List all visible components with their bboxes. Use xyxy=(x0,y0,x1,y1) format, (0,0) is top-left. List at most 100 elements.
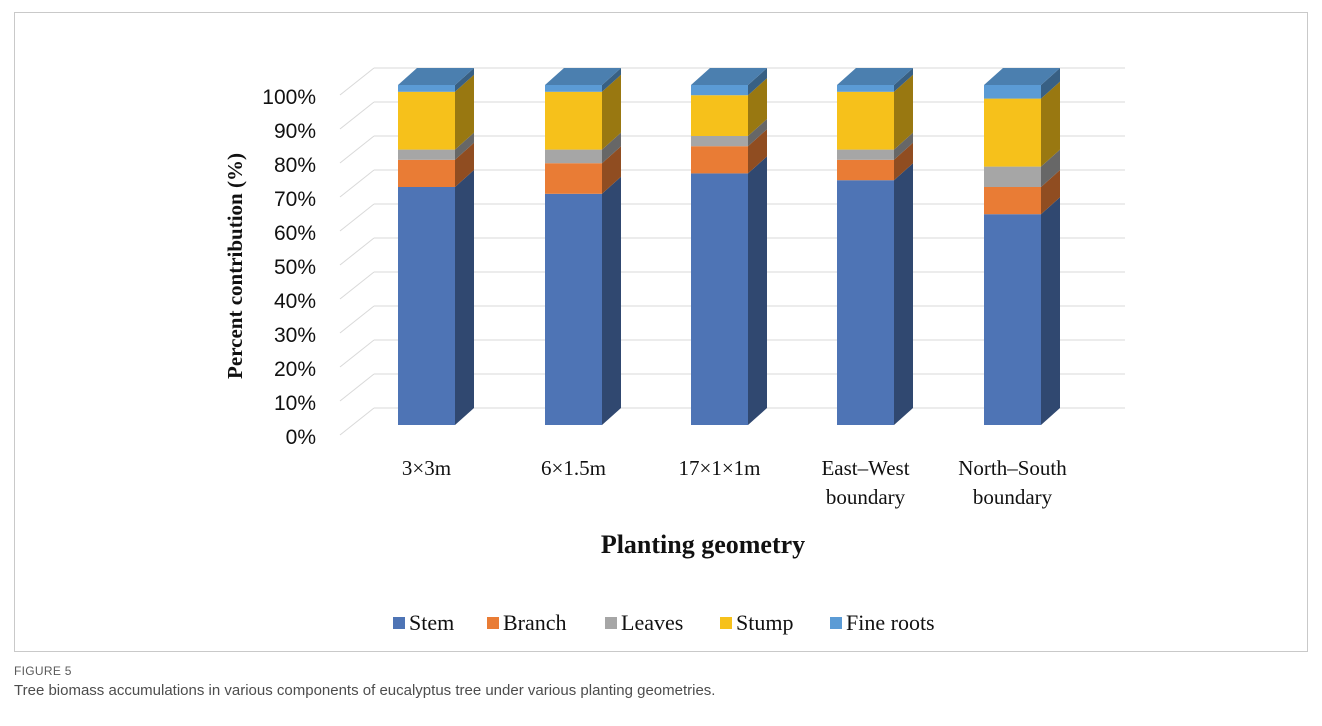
legend-label: Stem xyxy=(409,610,454,635)
y-tick-labels: 0% 10% 20% 30% 40% 50% 60% 70% 80% 90% 100% xyxy=(262,86,316,449)
figure-label: FIGURE 5 xyxy=(14,664,72,678)
y-tick-label: 20% xyxy=(274,358,316,381)
bar-segment-side xyxy=(455,74,474,150)
bar-segment xyxy=(984,166,1041,187)
bar-segment xyxy=(691,173,748,425)
y-tick-label: 10% xyxy=(274,392,316,415)
x-axis-title: Planting geometry xyxy=(601,530,805,559)
legend-swatch xyxy=(605,617,617,629)
bar-segment xyxy=(837,159,894,181)
x-tick-label: 6×1.5m xyxy=(541,456,606,480)
bar-segment-side xyxy=(455,170,474,425)
bar-segment-side xyxy=(602,74,621,150)
bar-segment xyxy=(545,163,602,194)
bar-segment xyxy=(691,146,748,174)
bar-segment-side xyxy=(455,68,474,92)
y-tick-label: 40% xyxy=(274,290,316,313)
bar-segment xyxy=(837,91,894,150)
bar-stack xyxy=(398,68,474,425)
bar-stack xyxy=(984,68,1060,425)
gridline-depth xyxy=(339,271,375,300)
gridline-depth xyxy=(339,67,375,96)
legend-item: Stump xyxy=(720,610,793,635)
gridline-depth xyxy=(339,135,375,164)
x-tick-label: 17×1×1m xyxy=(678,456,760,480)
y-tick-label: 80% xyxy=(274,154,316,177)
bar-segment-side xyxy=(1041,68,1060,99)
bar-stack xyxy=(691,68,767,425)
y-tick-label: 60% xyxy=(274,222,316,245)
gridline-depth xyxy=(339,169,375,198)
legend-swatch xyxy=(487,617,499,629)
bar-segment-side xyxy=(1041,149,1060,187)
stacked-bar-chart: 0% 10% 20% 30% 40% 50% 60% 70% 80% 90% 100% 3×3m 6×… xyxy=(223,67,1125,635)
bar-segment xyxy=(691,136,748,147)
x-tick-labels: 3×3m 6×1.5m 17×1×1m East–West boundary North–… xyxy=(402,456,1067,509)
y-tick-label: 30% xyxy=(274,324,316,347)
x-tick-label: 3×3m xyxy=(402,456,451,480)
bar-segment xyxy=(837,85,894,92)
bar-segment xyxy=(545,149,602,164)
bar-segment-side xyxy=(602,68,621,92)
bar-segment xyxy=(545,193,602,425)
bar-segment xyxy=(837,149,894,160)
bar-segment xyxy=(984,187,1041,215)
bar-segment-side xyxy=(602,176,621,425)
bar-segment-side xyxy=(602,146,621,194)
bar-top xyxy=(691,68,767,85)
y-tick-label: 50% xyxy=(274,256,316,279)
bar-segment-side xyxy=(748,156,767,425)
x-tick-label: North–South boundary xyxy=(958,456,1067,509)
bar-segment xyxy=(691,85,748,96)
bar-segment xyxy=(691,95,748,136)
gridline-depth xyxy=(339,101,375,130)
y-tick-label: 100% xyxy=(262,86,316,109)
legend-label: Leaves xyxy=(621,610,683,635)
bar-segment-side xyxy=(1041,197,1060,425)
bar-top xyxy=(837,68,913,85)
bar-segment xyxy=(398,187,455,425)
bar-segment-side xyxy=(894,68,913,92)
legend-label: Fine roots xyxy=(846,610,935,635)
bar-segment-side xyxy=(748,78,767,136)
bar-segment-side xyxy=(602,132,621,164)
bar-segment-side xyxy=(455,142,474,187)
figure-frame xyxy=(14,12,1308,652)
legend-label: Branch xyxy=(503,610,567,635)
gridline-depth xyxy=(339,339,375,368)
figure-caption: Tree biomass accumulations in various co… xyxy=(14,682,716,699)
bar-segment-side xyxy=(748,129,767,174)
bar-segment xyxy=(837,180,894,425)
bar-segment xyxy=(398,85,455,92)
bar-segment xyxy=(984,98,1041,167)
y-axis-title: Percent contribution (%) xyxy=(223,153,247,379)
bar-segment xyxy=(398,149,455,160)
bar-segment-side xyxy=(1041,170,1060,215)
bar-layer xyxy=(398,68,1060,425)
bar-segment xyxy=(984,85,1041,99)
gridline-depth xyxy=(339,407,375,436)
y-tick-label: 70% xyxy=(274,188,316,211)
bar-segment xyxy=(398,91,455,150)
legend-item: Branch xyxy=(487,610,567,635)
bar-segment xyxy=(545,85,602,92)
bar-stack xyxy=(837,68,913,425)
bar-segment-side xyxy=(1041,81,1060,167)
bar-segment-side xyxy=(894,132,913,160)
gridline-depth xyxy=(339,373,375,402)
legend: Stem Branch Leaves Stump Fine roots xyxy=(393,610,935,635)
legend-label: Stump xyxy=(736,610,793,635)
legend-swatch xyxy=(830,617,842,629)
gridline-depth xyxy=(339,237,375,266)
bar-segment xyxy=(398,159,455,187)
bar-segment-side xyxy=(894,142,913,181)
legend-item: Fine roots xyxy=(830,610,935,635)
bar-top xyxy=(545,68,621,85)
gridline-depth xyxy=(339,203,375,232)
bar-segment xyxy=(984,214,1041,425)
y-tick-label: 0% xyxy=(286,426,316,449)
bar-segment-side xyxy=(455,132,474,160)
gridline-depth xyxy=(339,305,375,334)
bar-top xyxy=(398,68,474,85)
x-tick-label: East–West boundary xyxy=(821,456,909,509)
